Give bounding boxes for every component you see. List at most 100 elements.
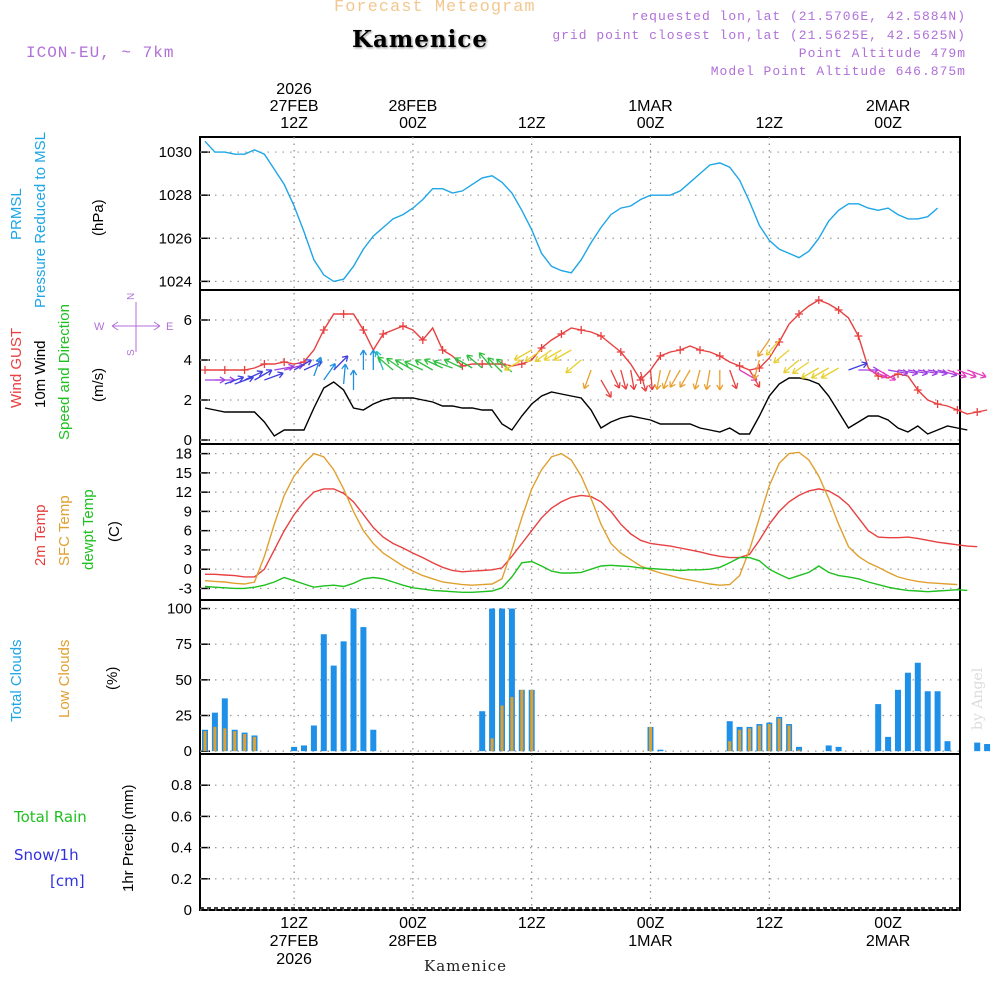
y-tick-label-temp: -3 <box>179 580 192 597</box>
gust-marker <box>280 358 289 366</box>
time-label-bottom: 00Z <box>399 915 427 932</box>
y-tick-label-precip: 0.8 <box>171 777 192 794</box>
time-label-top: 00Z <box>637 115 665 132</box>
wind-direction-arrow <box>323 363 336 381</box>
wind-direction-arrow <box>513 349 533 361</box>
total-cloud-bar <box>825 745 832 752</box>
wind-direction-arrow <box>466 354 483 369</box>
gust-marker <box>933 400 942 408</box>
total-cloud-bar <box>835 746 842 752</box>
time-label-top: 27FEB <box>270 98 319 115</box>
gust-marker <box>339 310 348 318</box>
wind-direction-arrow <box>423 358 443 369</box>
wind-direction-arrow <box>692 369 701 390</box>
wind-direction-arrow <box>600 379 612 398</box>
time-label-bottom: 12Z <box>280 915 308 932</box>
wind-direction-arrow <box>654 369 662 391</box>
gust-marker <box>656 352 665 360</box>
low-cloud-bar <box>787 725 791 752</box>
low-cloud-bar <box>738 729 742 752</box>
closest-coords: grid point closest lon,lat (21.5625E, 42… <box>552 28 966 43</box>
gust-marker <box>973 408 982 416</box>
wind-direction-arrow <box>404 360 424 371</box>
wind-direction-arrow <box>629 369 637 391</box>
gust-marker <box>854 332 863 340</box>
series-line-sfc-temp <box>204 451 958 586</box>
time-label-bottom: 2026 <box>276 951 312 968</box>
wind-direction-arrow <box>773 349 790 364</box>
gust-marker <box>795 310 803 318</box>
wind-direction-arrow <box>443 358 463 369</box>
requested-coords: requested lon,lat (21.5706E, 42.5884N) <box>631 9 966 24</box>
wind-direction-arrow <box>639 371 649 392</box>
compass-e: E <box>166 321 173 333</box>
time-label-bottom: 1MAR <box>628 933 672 950</box>
low-cloud-bar <box>728 741 732 752</box>
wind-direction-arrow <box>433 359 453 369</box>
wind-direction-arrow <box>254 369 273 381</box>
gust-marker <box>953 406 962 414</box>
model-altitude: Model Point Altitude 646.875m <box>710 64 966 79</box>
series-line-2m-temp <box>205 488 978 578</box>
y-tick-label-temp: 6 <box>184 523 192 540</box>
y-tick-label-precip: 0.6 <box>171 808 192 825</box>
total-cloud-bar <box>508 608 515 752</box>
gust-marker <box>359 326 368 334</box>
gust-marker <box>775 338 784 346</box>
time-label-top: 00Z <box>874 115 902 132</box>
snow-unit-label: [cm] <box>50 872 85 890</box>
gust-marker <box>517 360 526 368</box>
gust-marker <box>715 352 724 360</box>
low-cloud-bar <box>253 736 256 752</box>
time-label-top: 2MAR <box>866 98 910 115</box>
y-tick-label-wind: 6 <box>184 312 192 329</box>
gust-marker <box>696 346 704 354</box>
total-cloud-bar <box>924 691 931 752</box>
total-cloud-bar <box>291 746 298 752</box>
total-cloud-bar <box>796 746 802 752</box>
gust-marker <box>557 330 566 338</box>
time-label-bottom: 00Z <box>637 915 665 932</box>
low-cloud-bar <box>748 728 751 752</box>
low-cloud-bar <box>203 731 207 752</box>
y-tick-label-temp: 15 <box>175 465 192 482</box>
wind-direction-arrow <box>503 359 523 371</box>
time-label-bottom: 12Z <box>518 915 546 932</box>
time-label-top: 12Z <box>756 115 784 132</box>
y-tick-label-temp: 0 <box>184 561 192 578</box>
series-line-prmsl <box>204 140 939 283</box>
wind-direction-arrow <box>454 357 473 369</box>
low-cloud-bar <box>767 724 771 752</box>
gust-marker <box>418 336 427 344</box>
total-cloud-bar <box>885 736 892 752</box>
wind-direction-arrow <box>524 349 542 363</box>
total-cloud-bar <box>340 641 347 752</box>
total-cloud-bar <box>370 729 377 752</box>
wind-direction-arrow <box>800 367 820 379</box>
wind-direction-arrow <box>783 359 800 374</box>
location-title: Kamenice <box>352 26 488 53</box>
snow-label: Snow/1h <box>14 846 79 864</box>
wind-direction-arrow <box>293 359 312 371</box>
wind-direction-arrow <box>582 369 592 390</box>
wind-direction-arrow <box>648 369 656 391</box>
total-cloud-bar <box>974 742 981 752</box>
gust-marker <box>319 326 328 334</box>
gust-marker <box>834 306 843 314</box>
time-label-bottom: 12Z <box>756 915 784 932</box>
wind-direction-arrow <box>610 369 621 389</box>
total-cloud-bar <box>984 744 991 752</box>
wind-direction-arrow <box>848 361 868 371</box>
low-cloud-bar <box>500 705 504 752</box>
gust-marker <box>240 366 249 374</box>
model-label: ICON-EU, ~ 7km <box>26 44 175 62</box>
point-altitude: Point Altitude 479m <box>798 46 966 61</box>
gust-marker <box>913 386 922 394</box>
wind-direction-arrow <box>877 369 897 381</box>
total-cloud-bar <box>310 725 317 752</box>
total-cloud-bar <box>330 665 337 752</box>
total-cloud-bar <box>904 672 911 752</box>
low-cloud-bar <box>223 728 227 752</box>
wind-direction-arrow <box>414 359 434 371</box>
total-cloud-bar <box>221 698 228 752</box>
